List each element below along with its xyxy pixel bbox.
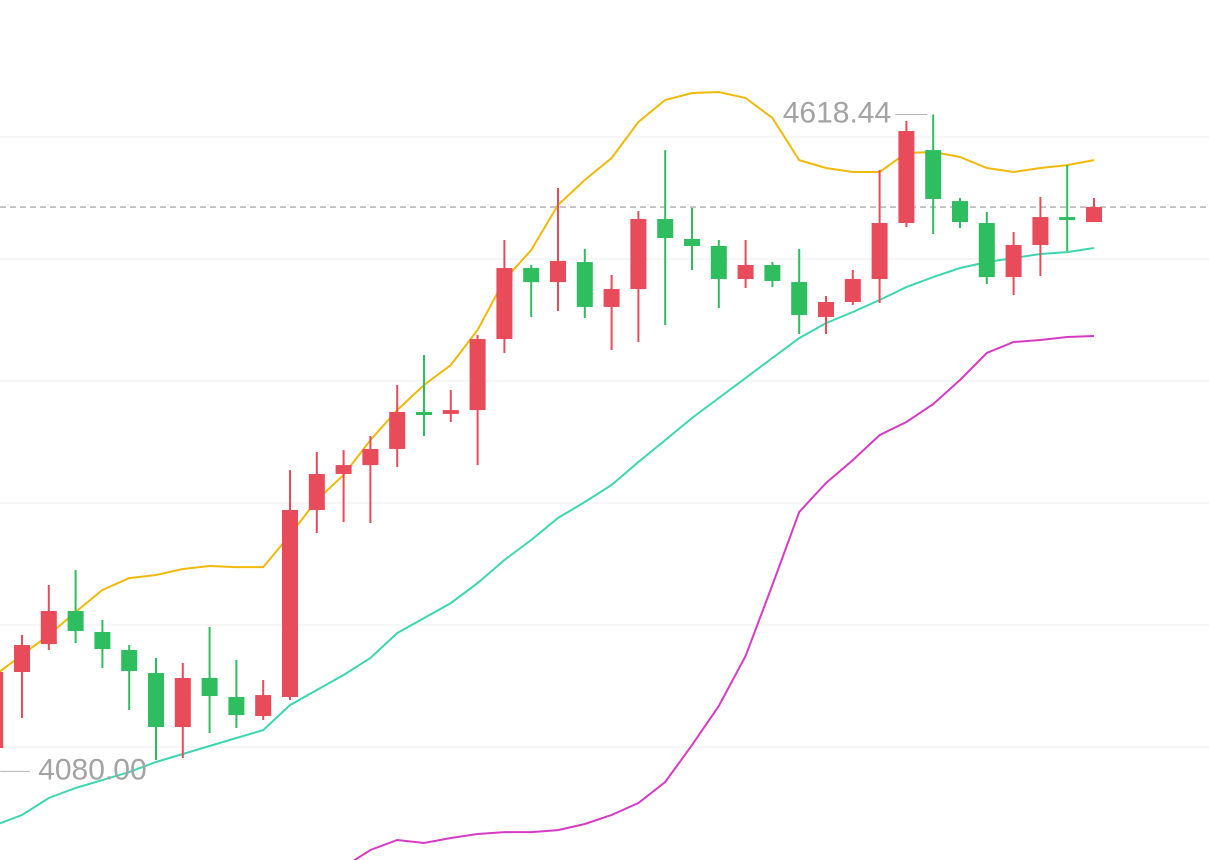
candle-body [818, 301, 834, 317]
candle-body [282, 509, 298, 698]
candle-body [255, 695, 272, 717]
candle-body [684, 239, 700, 246]
annotations: 4618.44 4080.00 [0, 96, 928, 786]
candle-body [362, 448, 379, 466]
candle-body [174, 677, 191, 728]
candle-body [1005, 244, 1022, 278]
candle-body [871, 223, 888, 280]
candle-body [710, 245, 727, 280]
candles [0, 114, 1102, 761]
annotation-label: 4618.44 [783, 96, 891, 129]
candle-body [67, 610, 84, 632]
candle-body [335, 465, 352, 474]
band-line [0, 247, 1095, 825]
candle-body [121, 650, 138, 672]
candle-body [925, 150, 942, 199]
candle-body [308, 473, 325, 510]
candle-body [791, 282, 808, 316]
candle-body [0, 671, 4, 749]
candle-body [737, 264, 754, 280]
candle-body [1086, 207, 1102, 223]
candle-body [416, 412, 432, 416]
candle-body [442, 410, 459, 414]
candle-body [630, 218, 647, 290]
candle-body [603, 289, 620, 307]
candle-body [228, 697, 245, 716]
candle-body [657, 218, 674, 239]
annotation-label: 4080.00 [38, 753, 146, 786]
candle-body [14, 645, 30, 672]
candle-body [523, 268, 540, 283]
candle-body [844, 279, 861, 302]
candle-body [469, 339, 486, 411]
candle-body [1059, 217, 1076, 221]
candle-body [94, 631, 111, 650]
band-line [352, 335, 1095, 860]
candle-body [201, 677, 218, 697]
candle-body [496, 268, 513, 340]
candle-body [978, 223, 995, 278]
candle-body [1032, 217, 1049, 245]
grid [0, 136, 1209, 748]
candle-body [576, 262, 593, 307]
candle-body [389, 412, 406, 449]
candle-body [550, 260, 566, 283]
candle-body [40, 610, 57, 645]
candle-body [952, 201, 968, 223]
candle-body [148, 672, 164, 728]
candle-body [898, 131, 915, 224]
candle-body [764, 264, 781, 281]
